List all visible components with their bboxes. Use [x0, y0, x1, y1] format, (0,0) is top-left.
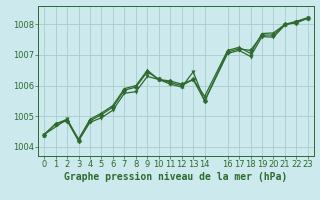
X-axis label: Graphe pression niveau de la mer (hPa): Graphe pression niveau de la mer (hPa): [64, 172, 288, 182]
